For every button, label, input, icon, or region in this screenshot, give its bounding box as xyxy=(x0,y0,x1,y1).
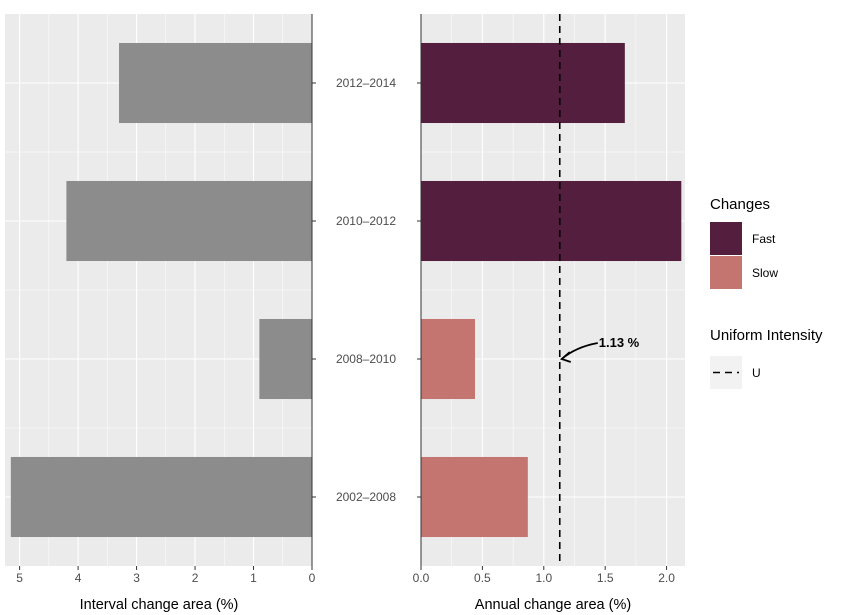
interval-x-ticks: 5 4 3 2 1 0 xyxy=(16,566,316,585)
annual-x-axis-title: Annual change area (%) xyxy=(475,597,631,613)
annual-bar xyxy=(421,180,682,262)
annual-bars xyxy=(421,42,682,538)
annual-bar xyxy=(421,42,625,124)
x-tick-label: 1.5 xyxy=(597,571,614,585)
period-label: 2008–2010 xyxy=(336,352,396,366)
x-tick-label: 5 xyxy=(16,571,23,585)
x-tick-label: 2 xyxy=(192,571,199,585)
interval-bar xyxy=(66,180,313,262)
interval-panel: 5 4 3 2 1 0 Interval change area (%) xyxy=(5,14,316,613)
x-tick-label: 4 xyxy=(75,571,82,585)
period-label: 2010–2012 xyxy=(336,214,396,228)
period-label: 2012–2014 xyxy=(336,76,396,90)
legend-key-slow xyxy=(710,256,742,289)
annotation-label: 1.13 % xyxy=(599,335,640,350)
annual-bar xyxy=(421,318,476,400)
x-tick-label: 1.0 xyxy=(535,571,552,585)
interval-bars xyxy=(10,42,313,538)
x-tick-label: 3 xyxy=(133,571,140,585)
legend: Changes Fast Slow Uniform Intensity U xyxy=(710,196,823,389)
interval-x-axis-title: Interval change area (%) xyxy=(80,597,239,613)
legend-changes-title: Changes xyxy=(710,196,770,213)
legend-label-uniform: U xyxy=(752,366,761,380)
annual-bar xyxy=(421,456,528,538)
legend-uniform-title: Uniform Intensity xyxy=(710,327,823,344)
x-tick-label: 0 xyxy=(309,571,316,585)
annual-panel: 1.13 % 0.0 0.5 1.0 1.5 2.0 Annual change are… xyxy=(413,14,685,613)
period-label: 2002–2008 xyxy=(336,490,396,504)
annual-x-ticks: 0.0 0.5 1.0 1.5 2.0 xyxy=(413,566,675,585)
x-tick-label: 2.0 xyxy=(658,571,675,585)
period-labels: 2012–2014 2010–2012 2008–2010 2002–2008 xyxy=(312,76,421,504)
x-tick-label: 0.0 xyxy=(413,571,430,585)
legend-label-slow: Slow xyxy=(752,266,778,280)
interval-bar xyxy=(259,318,312,400)
interval-bar xyxy=(119,42,313,124)
interval-bar xyxy=(10,456,312,538)
annotation-arrowhead xyxy=(559,351,572,363)
legend-label-fast: Fast xyxy=(752,232,776,246)
x-tick-label: 0.5 xyxy=(474,571,491,585)
x-tick-label: 1 xyxy=(250,571,257,585)
legend-key-fast xyxy=(710,222,742,255)
